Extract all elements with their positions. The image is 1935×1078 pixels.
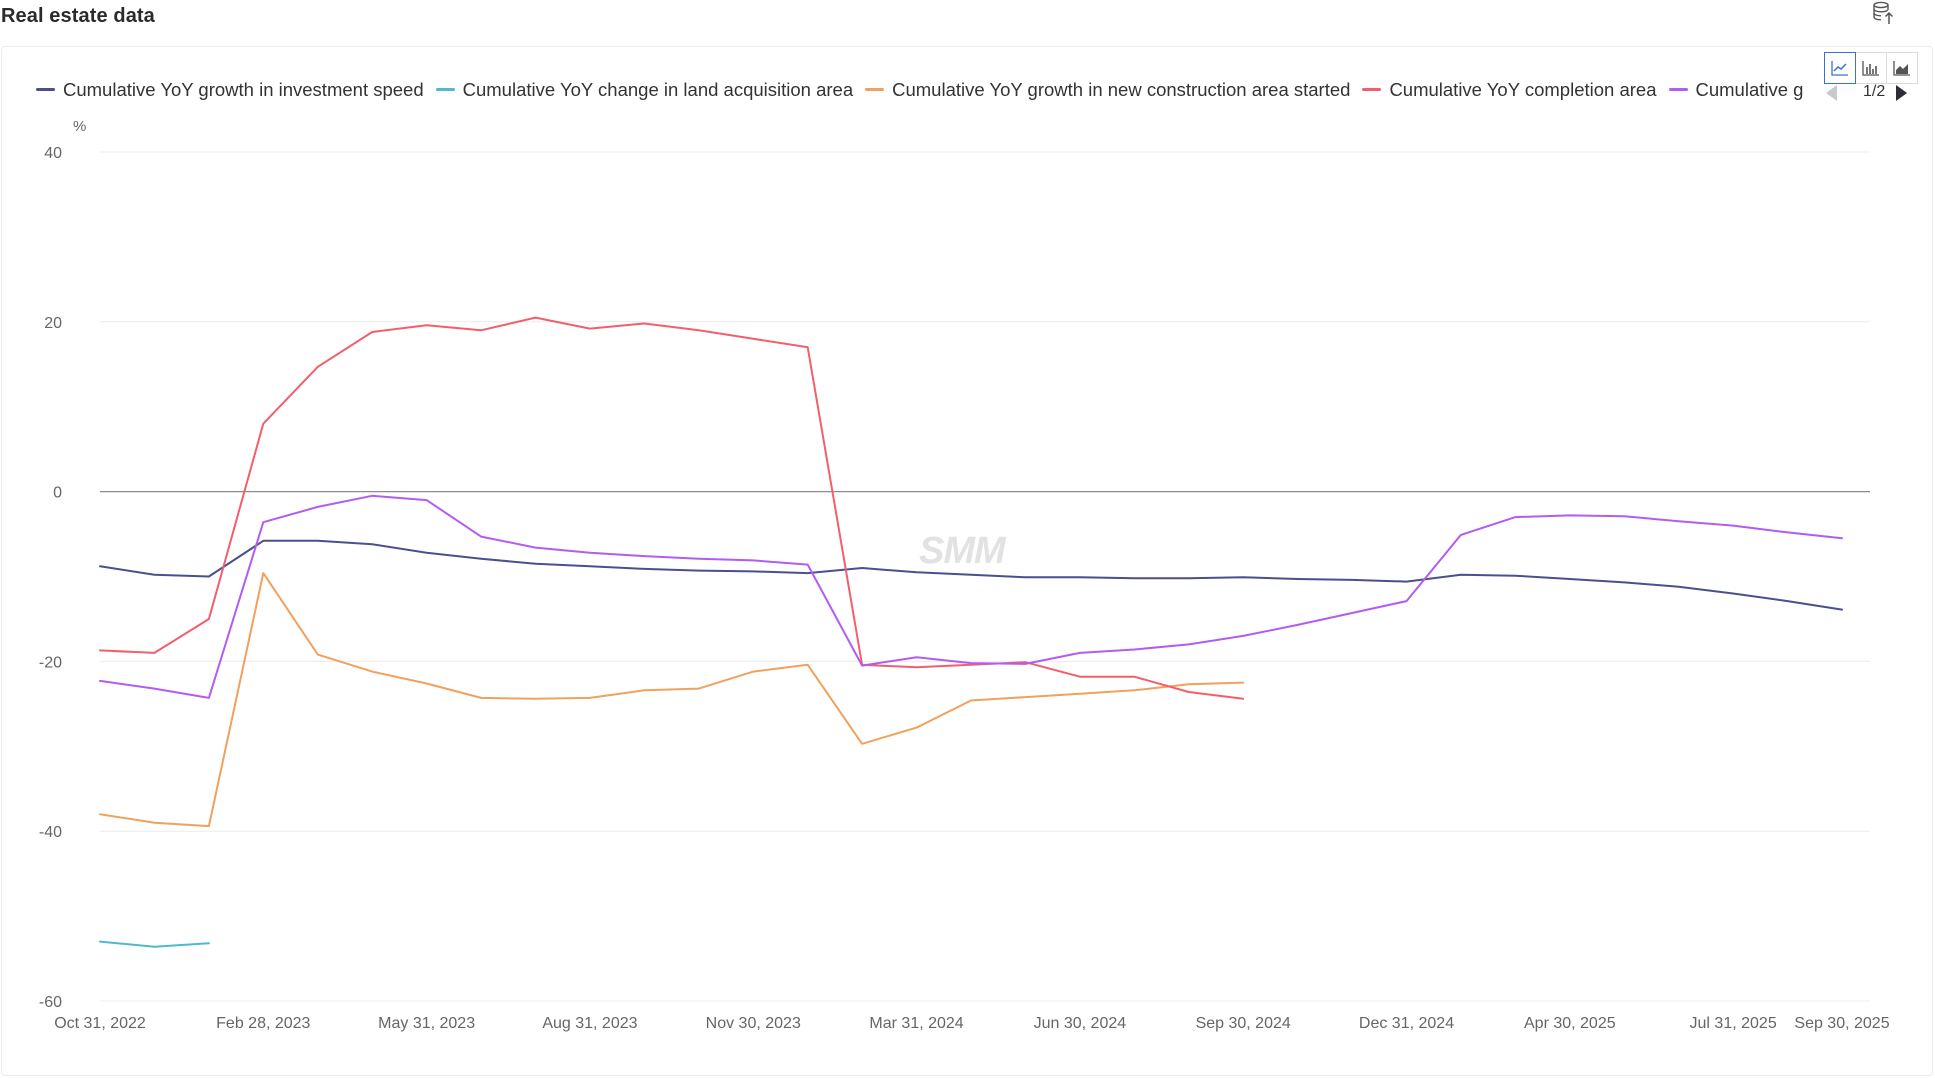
legend-item[interactable]: Cumulative YoY completion area — [1362, 78, 1657, 101]
y-tick-label: 20 — [44, 315, 62, 332]
x-tick-label: Aug 31, 2023 — [542, 1015, 637, 1032]
y-tick-label: -40 — [39, 824, 62, 841]
x-tick-label: Apr 30, 2025 — [1524, 1015, 1616, 1032]
legend-pager: 1/2 — [1826, 82, 1907, 106]
y-tick-label: 40 — [44, 145, 62, 162]
x-tick-label: Oct 31, 2022 — [54, 1015, 146, 1032]
legend-page-indicator: 1/2 — [1863, 83, 1886, 100]
x-tick-label: Jul 31, 2025 — [1690, 1015, 1777, 1032]
x-tick-label: Sep 30, 2024 — [1196, 1015, 1291, 1032]
legend-swatch — [865, 88, 885, 91]
legend-label: Cumulative g — [1695, 78, 1804, 100]
y-axis-unit: % — [73, 118, 86, 135]
x-tick-label: Nov 30, 2023 — [706, 1015, 801, 1032]
legend-item[interactable]: Cumulative YoY change in land acquisitio… — [435, 78, 854, 101]
database-export-icon — [1873, 1, 1894, 24]
y-tick-label: 0 — [53, 485, 62, 502]
series-line — [99, 539, 1843, 611]
x-tick-label: Dec 31, 2024 — [1359, 1015, 1454, 1032]
chart-legend: Cumulative YoY growth in investment spee… — [36, 78, 1824, 106]
legend-item[interactable]: Cumulative YoY growth in new constructio… — [865, 79, 1350, 101]
legend-item[interactable]: Cumulative g — [1668, 78, 1804, 101]
x-tick-label: Sep 30, 2025 — [1794, 1015, 1889, 1032]
series-line — [99, 316, 1245, 700]
line-chart-button[interactable] — [1824, 52, 1856, 84]
legend-swatch — [36, 88, 55, 91]
legend-label: Cumulative YoY growth in investment spee… — [63, 78, 424, 100]
legend-item[interactable]: Cumulative YoY growth in investment spee… — [36, 79, 424, 101]
series-line — [99, 940, 210, 948]
x-tick-label: Mar 31, 2024 — [869, 1015, 963, 1032]
legend-label: Cumulative YoY completion area — [1389, 78, 1657, 100]
chart-card — [1, 46, 1933, 1076]
legend-prev-page-icon[interactable] — [1826, 85, 1837, 101]
database-export-button[interactable] — [1871, 0, 1897, 28]
legend-label: Cumulative YoY growth in new constructio… — [892, 78, 1351, 100]
legend-swatch — [1362, 88, 1382, 91]
line-chart-icon — [1831, 61, 1848, 76]
watermark-logo: SMM — [919, 530, 1006, 572]
area-chart-button[interactable] — [1886, 52, 1918, 84]
series-line — [99, 494, 1843, 699]
x-tick-label: Feb 28, 2023 — [216, 1015, 310, 1032]
bar-chart-icon — [1862, 61, 1879, 76]
header: Real estate data — [0, 0, 1935, 38]
legend-swatch — [1668, 88, 1688, 91]
page-title: Real estate data — [1, 5, 155, 27]
y-tick-label: -20 — [39, 654, 62, 671]
x-tick-label: Jun 30, 2024 — [1034, 1015, 1127, 1032]
chart-type-toolbox — [1824, 52, 1918, 86]
legend-swatch — [435, 88, 455, 91]
legend-next-page-icon[interactable] — [1896, 85, 1907, 101]
legend-label: Cumulative YoY change in land acquisitio… — [462, 78, 854, 100]
series-line — [99, 572, 1245, 828]
area-chart-icon — [1893, 61, 1910, 76]
x-tick-label: May 31, 2023 — [378, 1015, 475, 1032]
y-tick-label: -60 — [39, 994, 62, 1011]
